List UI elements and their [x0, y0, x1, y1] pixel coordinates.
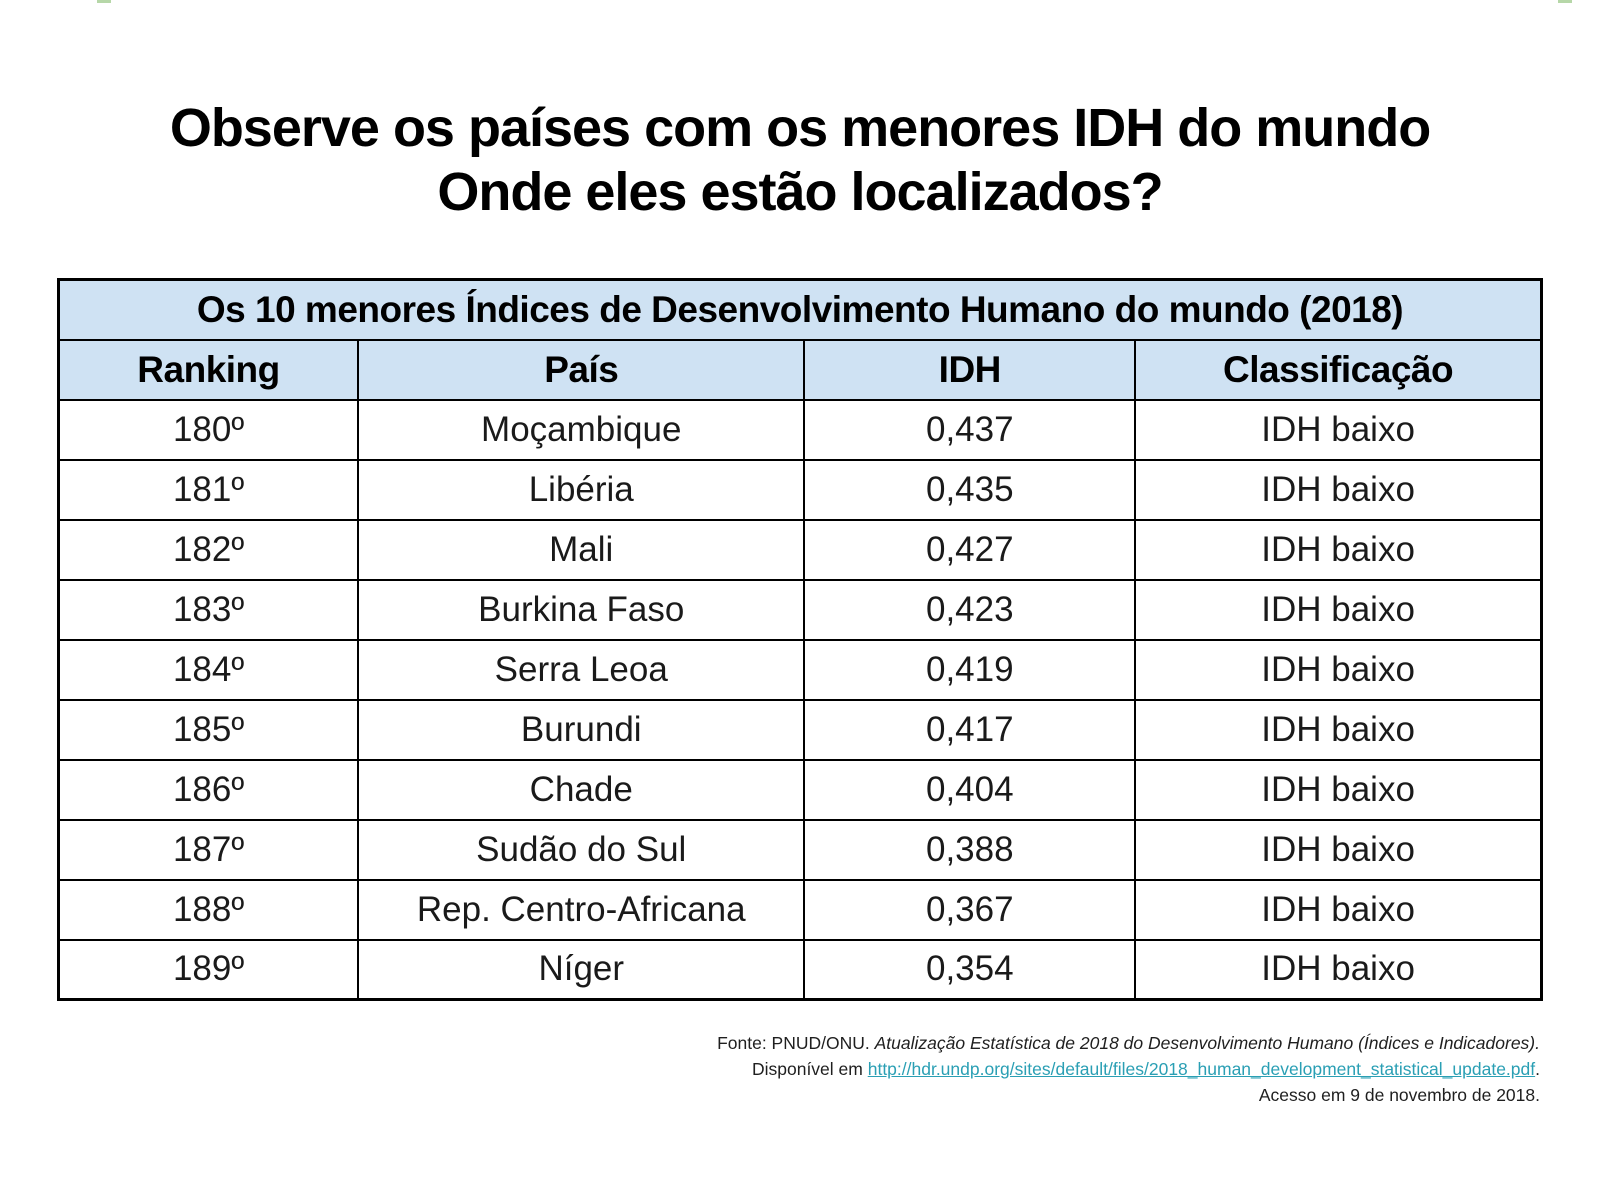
classification-cell: IDH baixo: [1134, 578, 1544, 641]
decorative-mark-right: [1558, 0, 1572, 3]
classification-cell: IDH baixo: [1134, 698, 1544, 761]
classification-cell: IDH baixo: [1134, 398, 1544, 461]
idh-cell: 0,419: [803, 638, 1137, 701]
table-caption: Os 10 menores Índices de Desenvolvimento…: [57, 278, 1543, 341]
classification-cell: IDH baixo: [1134, 938, 1544, 1001]
classification-cell: IDH baixo: [1134, 818, 1544, 881]
table-row: 184º Serra Leoa 0,419 IDH baixo: [57, 638, 1544, 701]
country-cell: Chade: [357, 758, 806, 821]
link-line: Disponível em http://hdr.undp.org/sites/…: [440, 1056, 1540, 1082]
idh-cell: 0,367: [803, 878, 1137, 941]
idh-cell: 0,427: [803, 518, 1137, 581]
column-header-idh: IDH: [803, 338, 1137, 401]
source-citation: Fonte: PNUD/ONU. Atualização Estatística…: [440, 1030, 1540, 1108]
page-title-line2: Onde eles estão localizados?: [437, 162, 1163, 222]
column-header-pais: País: [357, 338, 806, 401]
table-row: 183º Burkina Faso 0,423 IDH baixo: [57, 578, 1544, 641]
classification-cell: IDH baixo: [1134, 878, 1544, 941]
source-prefix: Fonte: PNUD/ONU.: [717, 1033, 875, 1053]
page-title-line1: Observe os países com os menores IDH do …: [169, 98, 1431, 158]
idh-table: Os 10 menores Índices de Desenvolvimento…: [57, 278, 1544, 1001]
country-cell: Burundi: [357, 698, 806, 761]
idh-cell: 0,404: [803, 758, 1137, 821]
classification-cell: IDH baixo: [1134, 518, 1544, 581]
rank-cell: 185º: [57, 698, 360, 761]
classification-cell: IDH baixo: [1134, 458, 1544, 521]
classification-cell: IDH baixo: [1134, 758, 1544, 821]
country-cell: Moçambique: [357, 398, 806, 461]
rank-cell: 189º: [57, 938, 360, 1001]
table-row: 189º Níger 0,354 IDH baixo: [57, 938, 1544, 1001]
country-cell: Burkina Faso: [357, 578, 806, 641]
idh-cell: 0,437: [803, 398, 1137, 461]
country-cell: Rep. Centro-Africana: [357, 878, 806, 941]
table-row: 187º Sudão do Sul 0,388 IDH baixo: [57, 818, 1544, 881]
rank-cell: 188º: [57, 878, 360, 941]
idh-cell: 0,417: [803, 698, 1137, 761]
rank-cell: 181º: [57, 458, 360, 521]
rank-cell: 187º: [57, 818, 360, 881]
link-prefix: Disponível em: [751, 1059, 868, 1079]
source-line: Fonte: PNUD/ONU. Atualização Estatística…: [440, 1030, 1540, 1056]
column-header-ranking: Ranking: [57, 338, 360, 401]
country-cell: Serra Leoa: [357, 638, 806, 701]
table-row: 185º Burundi 0,417 IDH baixo: [57, 698, 1544, 761]
idh-cell: 0,435: [803, 458, 1137, 521]
rank-cell: 184º: [57, 638, 360, 701]
table-row: 182º Mali 0,427 IDH baixo: [57, 518, 1544, 581]
table-row: 180º Moçambique 0,437 IDH baixo: [57, 398, 1544, 461]
table-header-row: Ranking País IDH Classificação: [57, 338, 1544, 401]
country-cell: Libéria: [357, 458, 806, 521]
column-header-classificacao: Classificação: [1134, 338, 1544, 401]
link-suffix: .: [1535, 1059, 1540, 1079]
classification-cell: IDH baixo: [1134, 638, 1544, 701]
table-row: 186º Chade 0,404 IDH baixo: [57, 758, 1544, 821]
table-row: 188º Rep. Centro-Africana 0,367 IDH baixo: [57, 878, 1544, 941]
table-body: 180º Moçambique 0,437 IDH baixo 181º Libéria 0…: [57, 398, 1544, 1001]
idh-cell: 0,423: [803, 578, 1137, 641]
rank-cell: 180º: [57, 398, 360, 461]
idh-cell: 0,354: [803, 938, 1137, 1001]
decorative-mark-left: [97, 0, 111, 3]
rank-cell: 182º: [57, 518, 360, 581]
rank-cell: 183º: [57, 578, 360, 641]
country-cell: Sudão do Sul: [357, 818, 806, 881]
idh-cell: 0,388: [803, 818, 1137, 881]
source-title-italic: Atualização Estatística de 2018 do Desen…: [874, 1033, 1540, 1053]
access-date-line: Acesso em 9 de novembro de 2018.: [1258, 1085, 1540, 1105]
country-cell: Níger: [357, 938, 806, 1001]
source-link[interactable]: http://hdr.undp.org/sites/default/files/…: [867, 1059, 1536, 1079]
table-row: 181º Libéria 0,435 IDH baixo: [57, 458, 1544, 521]
country-cell: Mali: [357, 518, 806, 581]
rank-cell: 186º: [57, 758, 360, 821]
page-title: Observe os países com os menores IDH do …: [0, 96, 1600, 224]
table-caption-row: Os 10 menores Índices de Desenvolvimento…: [57, 278, 1543, 341]
